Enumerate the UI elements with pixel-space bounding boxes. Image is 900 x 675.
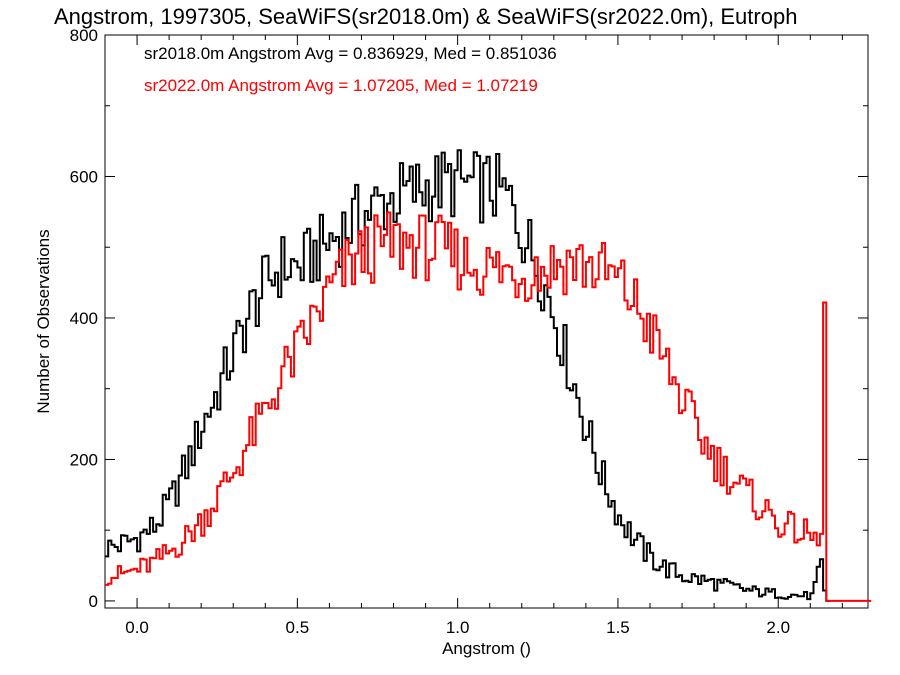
- series-sr2018-line: [105, 149, 830, 602]
- y-tick-label: 600: [70, 167, 98, 186]
- x-tick-label: 1.5: [606, 618, 630, 637]
- x-axis-label: Angstrom (): [442, 639, 531, 658]
- y-tick-label: 0: [89, 592, 98, 611]
- y-axis-label: Number of Observations: [34, 229, 53, 413]
- x-tick-label: 0.5: [286, 618, 310, 637]
- series-sr2022-line: [105, 211, 872, 602]
- chart-title: Angstrom, 1997305, SeaWiFS(sr2018.0m) & …: [54, 4, 798, 29]
- stats-annotation-sr2018: sr2018.0m Angstrom Avg = 0.836929, Med =…: [144, 44, 557, 63]
- y-tick-label: 400: [70, 309, 98, 328]
- x-tick-label: 2.0: [766, 618, 790, 637]
- x-tick-label: 1.0: [446, 618, 470, 637]
- stats-annotation-sr2022: sr2022.0m Angstrom Avg = 1.07205, Med = …: [144, 76, 538, 95]
- y-tick-label: 200: [70, 450, 98, 469]
- x-tick-label: 0.0: [125, 618, 149, 637]
- plot-frame: [104, 34, 869, 609]
- y-tick-label: 800: [70, 26, 98, 45]
